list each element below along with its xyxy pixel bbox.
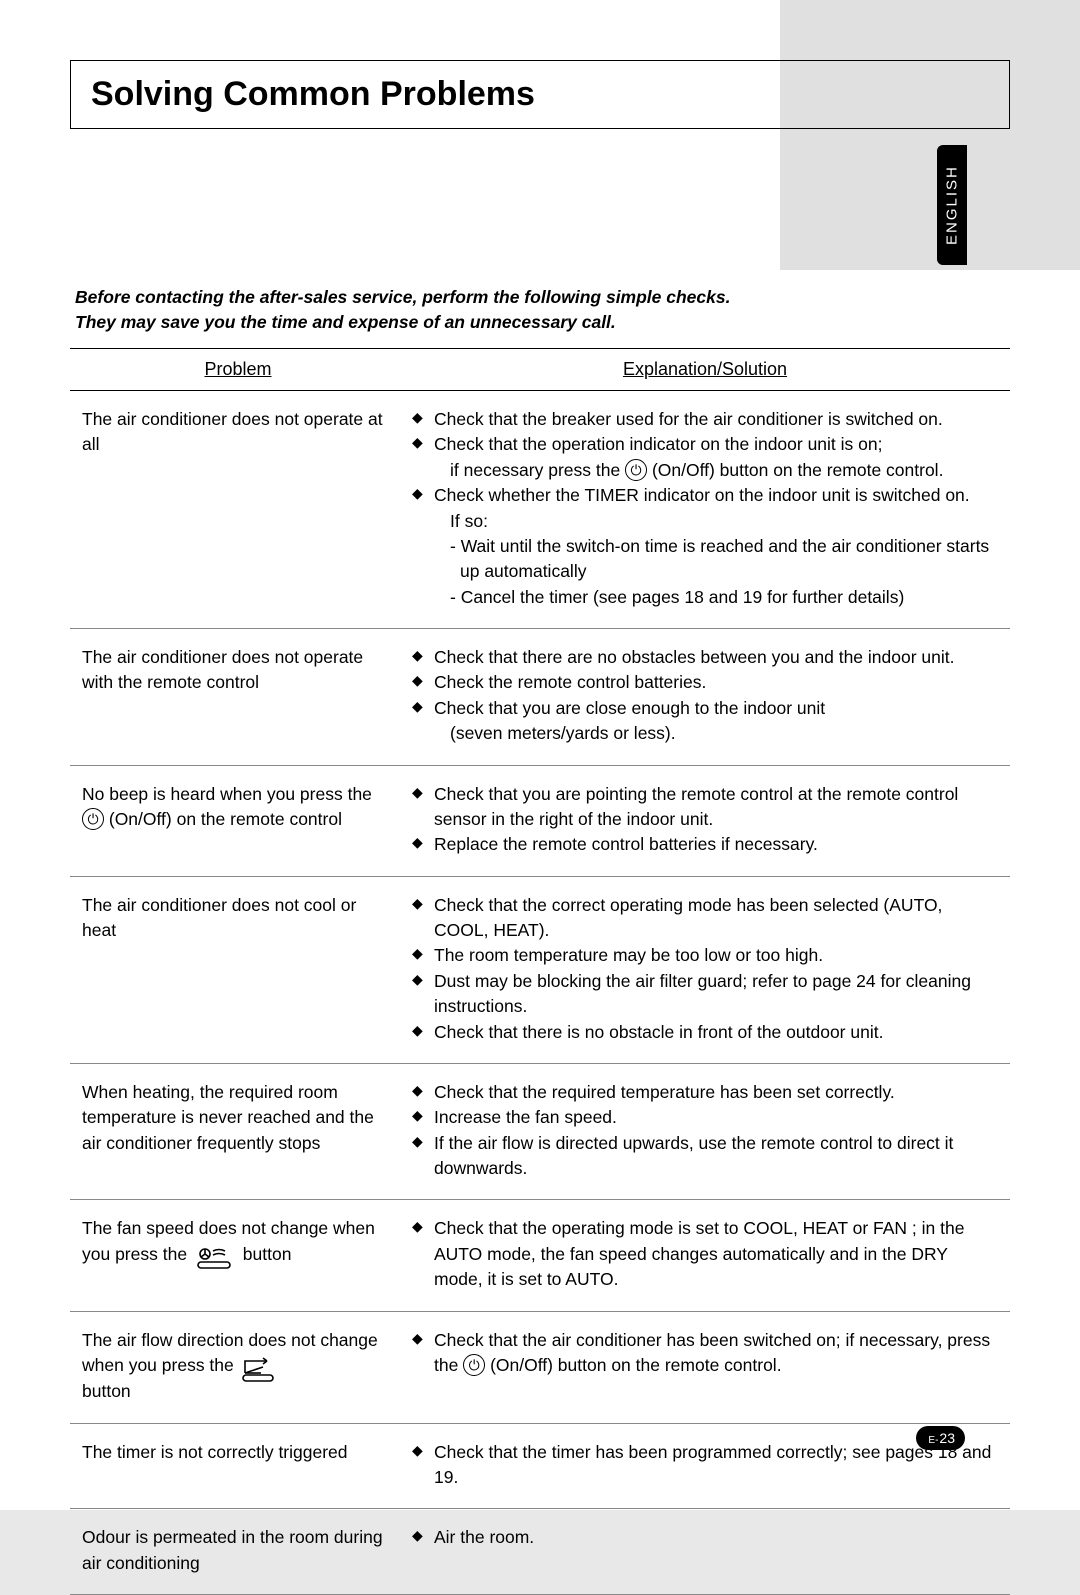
solution-item: Air the room.: [412, 1525, 998, 1550]
solution-item: Check whether the TIMER indicator on the…: [412, 483, 998, 610]
solution-text: Check that the air conditioner has been …: [412, 1328, 998, 1405]
intro-text: Before contacting the after-sales servic…: [75, 285, 730, 336]
problem-text: The timer is not correctly triggered: [82, 1440, 412, 1491]
problem-text: The fan speed does not change when you p…: [82, 1216, 412, 1292]
table-row: When heating, the required room temperat…: [70, 1064, 1010, 1200]
language-tab: ENGLISH: [937, 145, 967, 265]
problem-text: The air conditioner does not operate wit…: [82, 645, 412, 747]
table-row: The air flow direction does not change w…: [70, 1312, 1010, 1423]
manual-page: ENGLISH Solving Common Problems Before c…: [0, 0, 1080, 1510]
page-title: Solving Common Problems: [91, 75, 989, 114]
table-row: The fan speed does not change when you p…: [70, 1200, 1010, 1310]
solution-text: Check that there are no obstacles betwee…: [412, 645, 998, 747]
solution-item: Check the remote control batteries.: [412, 670, 998, 695]
header-solution: Explanation/Solution: [412, 359, 998, 380]
solution-text: Air the room.: [412, 1525, 998, 1576]
problem-text: When heating, the required room temperat…: [82, 1080, 412, 1182]
solution-text: Check that the breaker used for the air …: [412, 407, 998, 610]
solution-item: Check that you are pointing the remote c…: [412, 782, 998, 833]
solution-item: Dust may be blocking the air filter guar…: [412, 969, 998, 1020]
solution-item: Check that the air conditioner has been …: [412, 1328, 998, 1379]
problem-text: Odour is permeated in the room during ai…: [82, 1525, 412, 1576]
table-row: Odour is permeated in the room during ai…: [70, 1509, 1010, 1594]
swing-icon: [239, 1357, 279, 1383]
power-icon: [625, 459, 647, 481]
solution-item: Check that there are no obstacles betwee…: [412, 645, 998, 670]
solution-text: Check that the required temperature has …: [412, 1080, 998, 1182]
solution-text: Check that you are pointing the remote c…: [412, 782, 998, 858]
solution-item: Check that you are close enough to the i…: [412, 696, 998, 747]
solution-item: The room temperature may be too low or t…: [412, 943, 998, 968]
page-number-value: 23: [939, 1430, 955, 1446]
problem-text: The air flow direction does not change w…: [82, 1328, 412, 1405]
table-row: The air conditioner does not operate wit…: [70, 629, 1010, 765]
solution-item: Check that the correct operating mode ha…: [412, 893, 998, 944]
solution-text: Check that the correct operating mode ha…: [412, 893, 998, 1045]
solution-item: Replace the remote control batteries if …: [412, 832, 998, 857]
solution-item: Check that there is no obstacle in front…: [412, 1020, 998, 1045]
problem-text: No beep is heard when you press the (On/…: [82, 782, 412, 858]
solution-text: Check that the operating mode is set to …: [412, 1216, 998, 1292]
problem-text: The air conditioner does not operate at …: [82, 407, 412, 610]
power-icon: [463, 1354, 485, 1376]
solution-item: If the air flow is directed upwards, use…: [412, 1131, 998, 1182]
power-icon: [82, 808, 104, 830]
solution-item: Check that the operation indicator on th…: [412, 432, 998, 483]
page-title-box: Solving Common Problems: [70, 60, 1010, 129]
solution-item: Increase the fan speed.: [412, 1105, 998, 1130]
table-row: The air conditioner does not operate at …: [70, 391, 1010, 628]
table-row: No beep is heard when you press the (On/…: [70, 766, 1010, 876]
solution-item: Check that the operating mode is set to …: [412, 1216, 998, 1292]
table-header-row: Problem Explanation/Solution: [70, 349, 1010, 390]
intro-line-1: Before contacting the after-sales servic…: [75, 285, 730, 310]
troubleshooting-table: Problem Explanation/Solution The air con…: [70, 348, 1010, 1595]
page-number-prefix: E-: [928, 1435, 938, 1446]
intro-line-2: They may save you the time and expense o…: [75, 310, 730, 335]
header-problem: Problem: [82, 359, 412, 380]
solution-item: Check that the breaker used for the air …: [412, 407, 998, 432]
solution-item: Check that the required temperature has …: [412, 1080, 998, 1105]
solution-item: Check that the timer has been programmed…: [412, 1440, 998, 1491]
table-row: The air conditioner does not cool or hea…: [70, 877, 1010, 1063]
fan-icon: [192, 1246, 238, 1270]
problem-text: The air conditioner does not cool or hea…: [82, 893, 412, 1045]
sidebar-gray-block: [780, 0, 1080, 270]
solution-text: Check that the timer has been programmed…: [412, 1440, 998, 1491]
table-row: The timer is not correctly triggered Che…: [70, 1424, 1010, 1509]
page-number: E-23: [916, 1426, 965, 1450]
